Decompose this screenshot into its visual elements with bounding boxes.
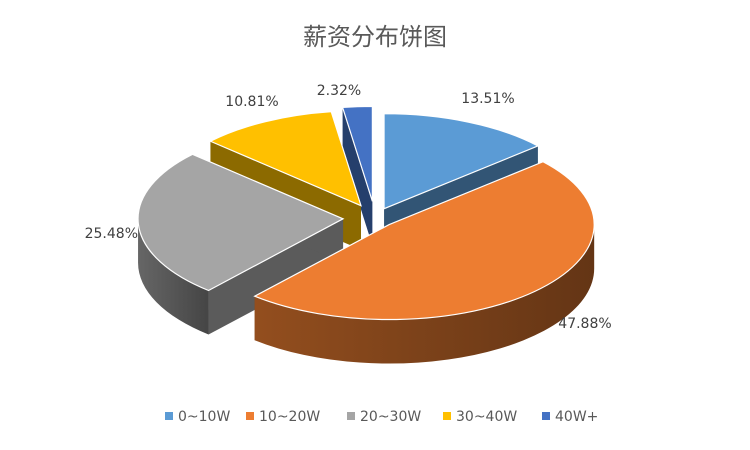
data-label-10~20W: 47.88%	[558, 316, 611, 332]
legend: 0~10W 10~20W 20~30W 30~40W 40W+	[165, 409, 598, 425]
legend-swatch	[165, 412, 173, 420]
pie-group	[137, 105, 595, 364]
legend-item-20~30W: 20~30W	[347, 409, 421, 425]
legend-label: 10~20W	[259, 409, 320, 425]
data-label-20~30W: 25.48%	[85, 226, 138, 242]
legend-swatch	[542, 412, 550, 420]
slice-cut-face	[342, 107, 373, 246]
legend-label: 40W+	[555, 409, 598, 425]
legend-item-30~40W: 30~40W	[443, 409, 517, 425]
slice-top-face	[208, 111, 362, 207]
legend-item-0~10W: 0~10W	[165, 409, 230, 425]
slice-top-face	[253, 161, 595, 321]
data-labels: 13.51% 47.88% 25.48% 10.81% 2.32%	[85, 83, 612, 332]
chart-title: 薪资分布饼图	[303, 23, 447, 51]
legend-item-40W+: 40W+	[542, 409, 598, 425]
legend-label: 0~10W	[178, 409, 230, 425]
pie-slice-20~30W	[137, 153, 345, 335]
legend-swatch	[347, 412, 355, 420]
legend-item-10~20W: 10~20W	[246, 409, 320, 425]
legend-swatch	[443, 412, 451, 420]
legend-label: 20~30W	[360, 409, 421, 425]
legend-swatch	[246, 412, 254, 420]
pie-slice-40W+	[341, 105, 373, 246]
data-label-0~10W: 13.51%	[461, 91, 514, 107]
slice-side-wall	[254, 224, 595, 364]
legend-label: 30~40W	[456, 409, 517, 425]
slice-top-face	[137, 153, 345, 292]
slice-top-face	[383, 113, 540, 210]
pie-slice-10~20W	[253, 161, 595, 364]
data-label-30~40W: 10.81%	[225, 94, 278, 110]
slice-top-face	[341, 105, 373, 202]
data-label-40W+: 2.32%	[317, 83, 361, 99]
slice-side-wall	[138, 218, 209, 335]
